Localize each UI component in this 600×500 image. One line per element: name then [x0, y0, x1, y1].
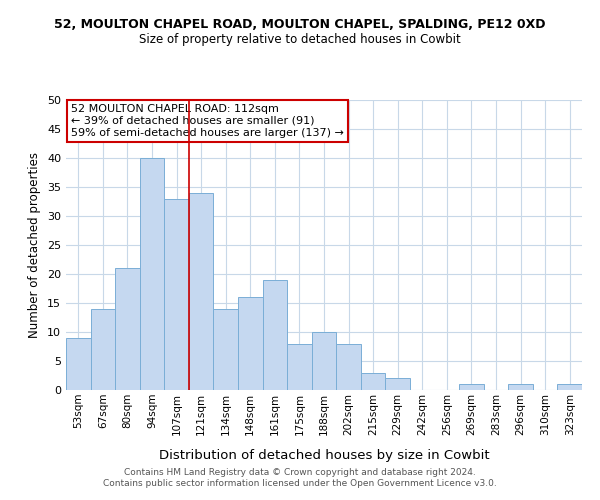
Bar — [385, 378, 410, 390]
Bar — [459, 384, 484, 390]
Text: Size of property relative to detached houses in Cowbit: Size of property relative to detached ho… — [139, 32, 461, 46]
Y-axis label: Number of detached properties: Number of detached properties — [28, 152, 41, 338]
Bar — [508, 384, 533, 390]
Bar — [91, 309, 115, 390]
Bar — [164, 198, 189, 390]
Bar — [336, 344, 361, 390]
Bar — [214, 309, 238, 390]
Bar — [66, 338, 91, 390]
Bar — [140, 158, 164, 390]
X-axis label: Distribution of detached houses by size in Cowbit: Distribution of detached houses by size … — [158, 449, 490, 462]
Bar — [238, 297, 263, 390]
Text: 52 MOULTON CHAPEL ROAD: 112sqm
← 39% of detached houses are smaller (91)
59% of : 52 MOULTON CHAPEL ROAD: 112sqm ← 39% of … — [71, 104, 344, 138]
Bar — [312, 332, 336, 390]
Text: 52, MOULTON CHAPEL ROAD, MOULTON CHAPEL, SPALDING, PE12 0XD: 52, MOULTON CHAPEL ROAD, MOULTON CHAPEL,… — [54, 18, 546, 30]
Bar — [115, 268, 140, 390]
Bar — [557, 384, 582, 390]
Bar — [189, 193, 214, 390]
Bar — [287, 344, 312, 390]
Bar — [361, 372, 385, 390]
Bar — [263, 280, 287, 390]
Text: Contains HM Land Registry data © Crown copyright and database right 2024.
Contai: Contains HM Land Registry data © Crown c… — [103, 468, 497, 487]
